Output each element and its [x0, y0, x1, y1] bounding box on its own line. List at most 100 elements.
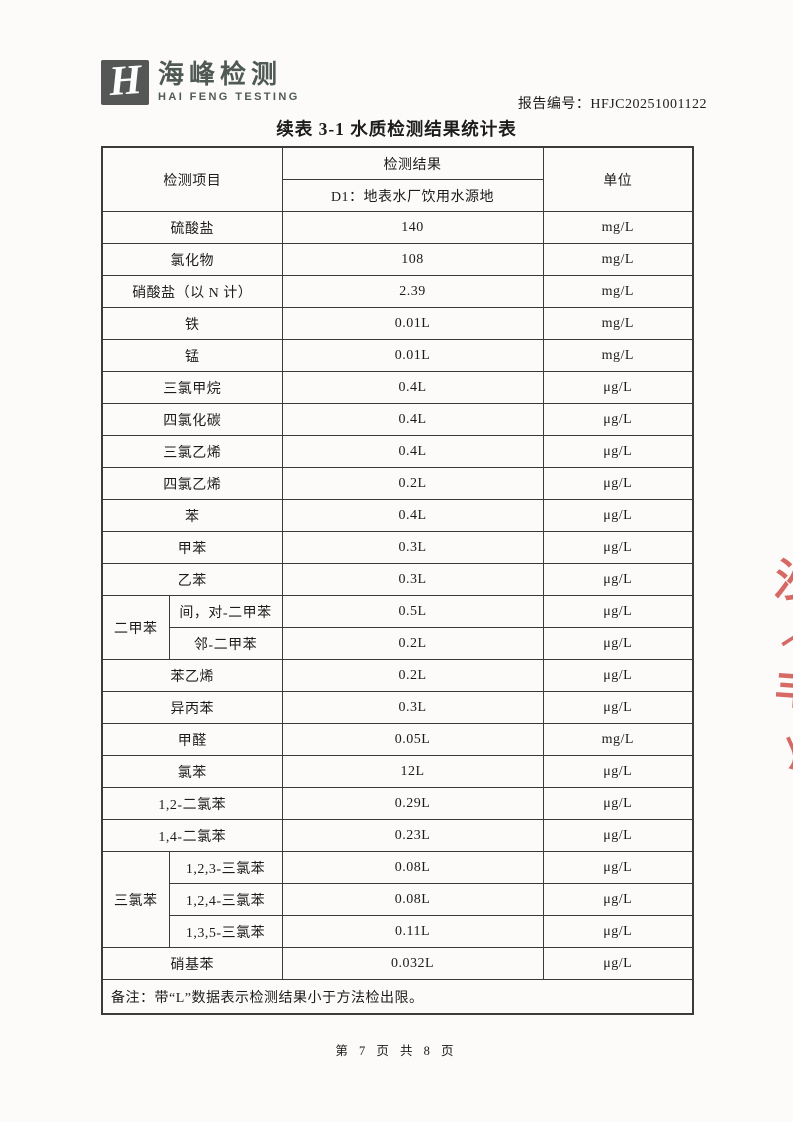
- result-cell: 0.08L: [281, 851, 544, 884]
- company-logo-icon: H: [101, 56, 149, 105]
- table-row: 1,2-二氯苯 0.29L μg/L: [101, 787, 694, 820]
- table-row: 甲苯 0.3L μg/L: [101, 531, 694, 564]
- note-row: 备注：带“L”数据表示检测结果小于方法检出限。: [101, 979, 694, 1015]
- result-cell: 0.11L: [281, 915, 544, 948]
- result-cell: 0.5L: [281, 595, 544, 628]
- result-cell: 0.01L: [281, 339, 544, 372]
- result-cell: 0.4L: [281, 499, 544, 532]
- table-row: 铁 0.01L mg/L: [101, 307, 694, 340]
- results-table: 检测项目 检测结果 单位 D1：地表水厂饮用水源地 硫酸盐 140 mg/L 氯化物 1…: [101, 146, 694, 1015]
- item-cell: 四氯化碳: [101, 403, 283, 436]
- table-row: 氯化物 108 mg/L: [101, 243, 694, 276]
- item-cell: 三氯乙烯: [101, 435, 283, 468]
- unit-cell: mg/L: [542, 723, 694, 756]
- result-cell: 140: [281, 211, 544, 244]
- unit-cell: mg/L: [542, 243, 694, 276]
- result-cell: 0.23L: [281, 819, 544, 852]
- result-cell: 0.29L: [281, 787, 544, 820]
- result-cell: 0.032L: [281, 947, 544, 980]
- item-cell: 1,2,4-三氯苯: [168, 883, 283, 916]
- table-row: 异丙苯 0.3L μg/L: [101, 691, 694, 724]
- results-table-footer: 备注：带“L”数据表示检测结果小于方法检出限。: [101, 979, 694, 1015]
- report-number-label: 报告编号：: [517, 97, 591, 112]
- table-row: 四氯化碳 0.4L μg/L: [101, 403, 694, 436]
- seal-fragment: 沙: [771, 555, 793, 610]
- result-cell: 2.39: [281, 275, 544, 308]
- unit-cell: μg/L: [542, 403, 694, 436]
- unit-cell: μg/L: [542, 659, 694, 692]
- results-table-header: 检测项目 检测结果 单位 D1：地表水厂饮用水源地: [101, 146, 694, 212]
- result-cell: 0.4L: [281, 403, 544, 436]
- item-cell: 1,2-二氯苯: [101, 787, 283, 820]
- item-cell: 硝基苯: [101, 947, 283, 980]
- table-row: 邻-二甲苯 0.2L μg/L: [102, 627, 694, 660]
- col-header-unit: 单位: [542, 146, 694, 212]
- seal-fragment: 丰: [773, 666, 793, 716]
- result-cell: 0.3L: [281, 531, 544, 564]
- result-cell: 12L: [281, 755, 544, 788]
- table-row: 硝酸盐（以 N 计） 2.39 mg/L: [101, 275, 694, 308]
- result-cell: 0.2L: [281, 627, 544, 660]
- unit-cell: μg/L: [542, 499, 694, 532]
- company-name-cn: 海峰检测: [158, 59, 283, 89]
- item-cell: 硝酸盐（以 N 计）: [101, 275, 283, 308]
- result-cell: 0.3L: [281, 563, 544, 596]
- unit-cell: mg/L: [542, 211, 694, 244]
- item-cell: 四氯乙烯: [101, 467, 283, 500]
- company-logo: H 海峰检测 HAI FENG TESTING: [101, 56, 300, 105]
- unit-cell: μg/L: [542, 627, 694, 660]
- group-cell: 三氯苯: [101, 851, 170, 948]
- unit-cell: μg/L: [542, 787, 694, 820]
- table-row: 硫酸盐 140 mg/L: [101, 211, 694, 244]
- header-row-1: 检测项目 检测结果 单位: [101, 146, 694, 212]
- item-cell: 硫酸盐: [101, 211, 283, 244]
- group-cell: 二甲苯: [101, 595, 170, 660]
- red-seal-fragments: 沙㇀丰丿: [771, 540, 793, 780]
- unit-cell: mg/L: [542, 339, 694, 372]
- item-cell: 甲醛: [101, 723, 283, 756]
- table-row: 甲醛 0.05L mg/L: [101, 723, 694, 756]
- header-row-2: D1：地表水厂饮用水源地: [102, 179, 693, 212]
- table-row: 锰 0.01L mg/L: [101, 339, 694, 372]
- unit-cell: μg/L: [542, 467, 694, 500]
- item-cell: 甲苯: [101, 531, 283, 564]
- table-row: 三氯苯 1,2,3-三氯苯 0.08L μg/L: [101, 851, 694, 948]
- page-title: 续表 3-1 水质检测结果统计表: [276, 119, 517, 139]
- logo-h-glyph: H: [107, 56, 143, 105]
- result-cell: 0.3L: [281, 691, 544, 724]
- table-row: 1,3,5-三氯苯 0.11L μg/L: [102, 915, 694, 948]
- unit-cell: μg/L: [542, 691, 694, 724]
- col-header-item: 检测项目: [101, 146, 283, 212]
- result-cell: 0.2L: [281, 467, 544, 500]
- table-row: 硝基苯 0.032L μg/L: [101, 947, 694, 980]
- result-cell: 108: [281, 243, 544, 276]
- unit-cell: mg/L: [542, 275, 694, 308]
- item-cell: 氯化物: [101, 243, 283, 276]
- unit-cell: μg/L: [542, 435, 694, 468]
- unit-cell: μg/L: [542, 883, 694, 916]
- report-number: 报告编号：HFJC20251001122: [518, 93, 707, 113]
- unit-cell: μg/L: [542, 851, 694, 884]
- item-cell: 苯乙烯: [101, 659, 283, 692]
- table-note: 备注：带“L”数据表示检测结果小于方法检出限。: [101, 979, 694, 1015]
- item-cell: 乙苯: [101, 563, 283, 596]
- table-row: 三氯乙烯 0.4L μg/L: [101, 435, 694, 468]
- unit-cell: μg/L: [542, 531, 694, 564]
- table-row: 乙苯 0.3L μg/L: [101, 563, 694, 596]
- item-cell: 三氯甲烷: [101, 371, 283, 404]
- unit-cell: μg/L: [542, 947, 694, 980]
- unit-cell: μg/L: [542, 563, 694, 596]
- report-number-value: HFJC20251001122: [590, 97, 707, 112]
- table-row: 1,4-二氯苯 0.23L μg/L: [101, 819, 694, 852]
- col-header-sample-point: D1：地表水厂饮用水源地: [281, 179, 544, 212]
- unit-cell: μg/L: [542, 755, 694, 788]
- seal-fragment: ㇀: [771, 621, 793, 662]
- unit-cell: μg/L: [542, 915, 694, 948]
- table-row: 苯 0.4L μg/L: [101, 499, 694, 532]
- table-row: 苯乙烯 0.2L μg/L: [101, 659, 694, 692]
- item-cell: 苯: [101, 499, 283, 532]
- item-cell: 锰: [101, 339, 283, 372]
- item-cell: 1,4-二氯苯: [101, 819, 283, 852]
- col-header-result: 检测结果: [281, 146, 544, 180]
